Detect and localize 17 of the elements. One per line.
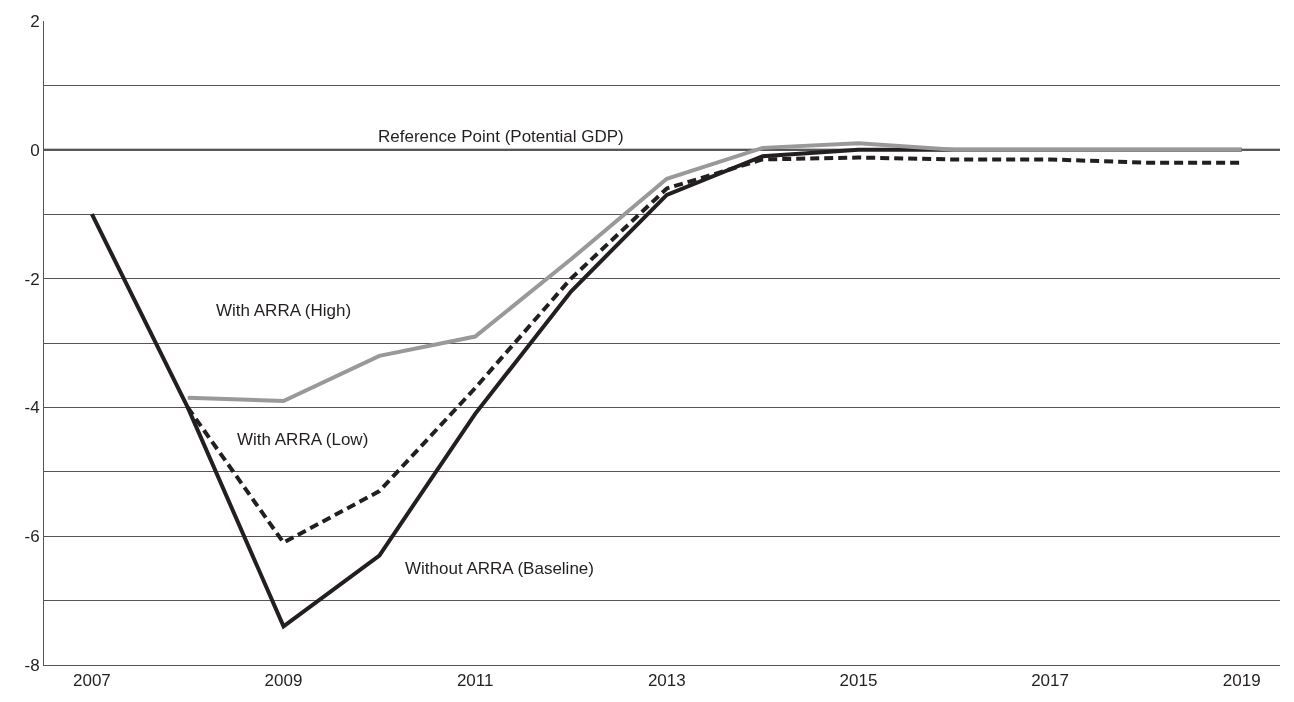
y-tick-label: -4 [24, 398, 40, 418]
x-tick-label: 2013 [647, 671, 686, 691]
x-tick-label: 2011 [456, 671, 494, 691]
text: With ARRA (High) [216, 301, 352, 320]
y-tick-label: 0 [30, 140, 40, 160]
x-tick-label: 2017 [1031, 671, 1069, 691]
y-tick-label: -6 [24, 527, 40, 547]
y-tick-label: -8 [24, 655, 40, 675]
y-tick-label: -2 [24, 269, 40, 289]
x-tick-label: 2007 [73, 671, 111, 691]
y-tick-label: 2 [30, 11, 40, 31]
series-label: Without ARRA (Baseline) [405, 559, 594, 578]
x-tick-label: 2015 [839, 671, 878, 691]
x-tick-label: 2009 [264, 671, 303, 691]
x-tick-label: 2019 [1222, 671, 1261, 691]
series-label: With ARRA (Low) [237, 430, 369, 449]
ref-line-label: Reference Point (Potential GDP) [378, 127, 624, 146]
